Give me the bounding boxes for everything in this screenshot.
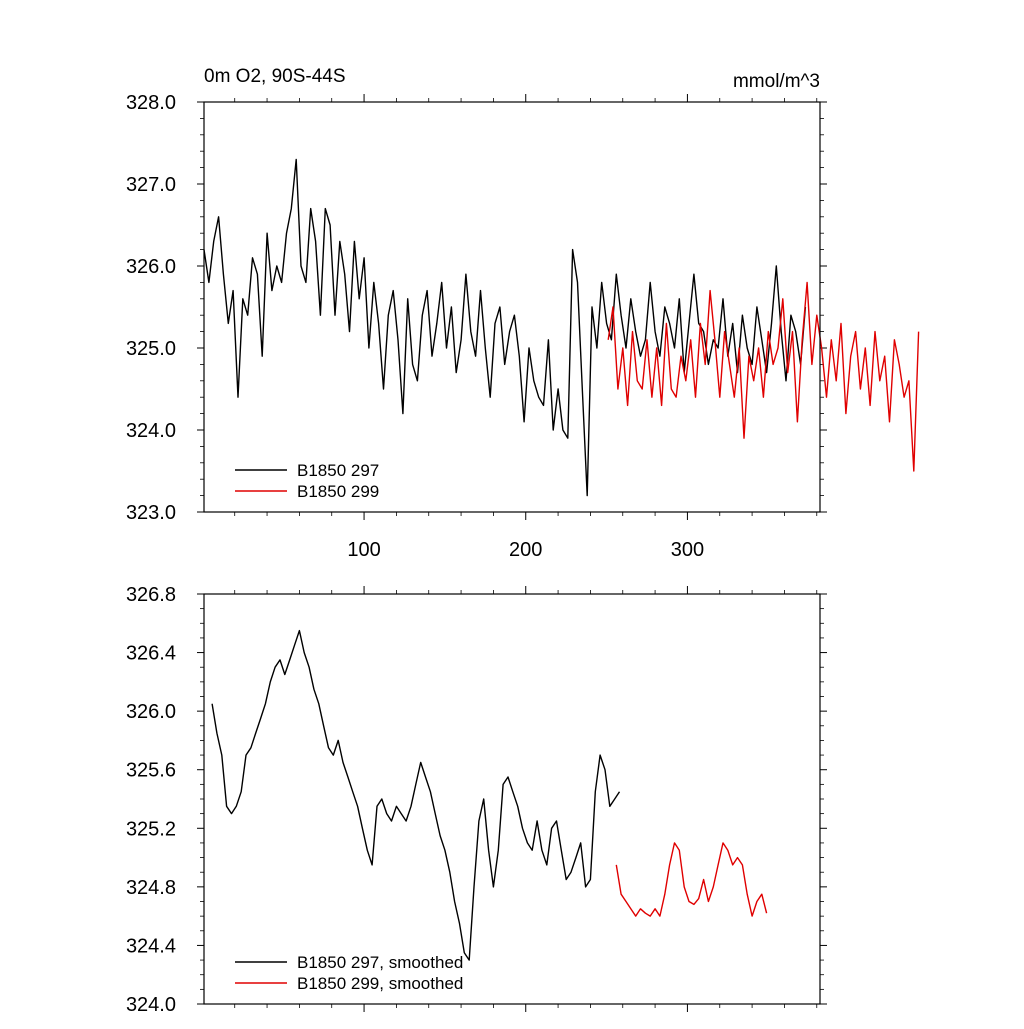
legend-label-b1850-299-smoothed: B1850 299, smoothed — [297, 974, 463, 993]
top-panel: 0m O2, 90S-44S mmol/m^3 323.0324.0325.03… — [126, 66, 920, 561]
top-panel-x-tick-labels: 100 200 300 — [347, 539, 704, 561]
top-panel-ticks — [197, 94, 827, 520]
top-panel-y-tick-labels: 323.0 324.0 325.0 326.0 327.0 328.0 — [126, 92, 176, 524]
y-tick-label: 327.0 — [126, 174, 176, 196]
top-panel-title: 0m O2, 90S-44S — [204, 66, 346, 87]
y-tick-label: 324.8 — [126, 877, 176, 899]
y-tick-label: 328.0 — [126, 92, 176, 114]
top-panel-plot-frame — [203, 101, 821, 513]
bottom-panel-series — [211, 629, 768, 961]
bottom-panel-y-tick-labels: 324.0 324.4 324.8 325.2 325.6 326.0 326.4 326.8 — [126, 584, 176, 1016]
series-line-b1850-299-smoothed — [615, 842, 768, 917]
y-tick-label: 326.0 — [126, 256, 176, 278]
y-tick-label: 324.0 — [126, 994, 176, 1016]
legend-label-b1850-297-smoothed: B1850 297, smoothed — [297, 953, 463, 972]
y-tick-label: 324.4 — [126, 935, 176, 957]
y-tick-label: 325.6 — [126, 760, 176, 782]
y-tick-label: 326.4 — [126, 643, 176, 665]
top-panel-series — [203, 158, 920, 497]
y-tick-label: 323.0 — [126, 502, 176, 524]
y-tick-label: 324.0 — [126, 420, 176, 442]
top-panel-units: mmol/m^3 — [733, 71, 820, 92]
y-tick-label: 325.2 — [126, 818, 176, 840]
x-tick-label: 200 — [509, 539, 542, 561]
x-tick-label: 300 — [671, 539, 704, 561]
bottom-panel-ticks — [197, 586, 827, 1012]
legend-label-b1850-299: B1850 299 — [297, 482, 379, 501]
bottom-panel: 324.0 324.4 324.8 325.2 325.6 326.0 326.4 326.8… — [126, 584, 827, 1016]
x-tick-label: 100 — [347, 539, 380, 561]
legend-label-b1850-297: B1850 297 — [297, 461, 379, 480]
y-tick-label: 326.8 — [126, 584, 176, 606]
series-line-b1850-297-smoothed — [211, 629, 621, 961]
series-line-b1850-297 — [203, 158, 807, 497]
top-panel-legend: B1850 297 B1850 299 — [235, 461, 379, 501]
series-line-b1850-299 — [607, 281, 920, 472]
y-tick-label: 325.0 — [126, 338, 176, 360]
y-tick-label: 326.0 — [126, 701, 176, 723]
bottom-panel-plot-frame — [203, 593, 821, 1005]
bottom-panel-legend: B1850 297, smoothed B1850 299, smoothed — [235, 953, 463, 993]
